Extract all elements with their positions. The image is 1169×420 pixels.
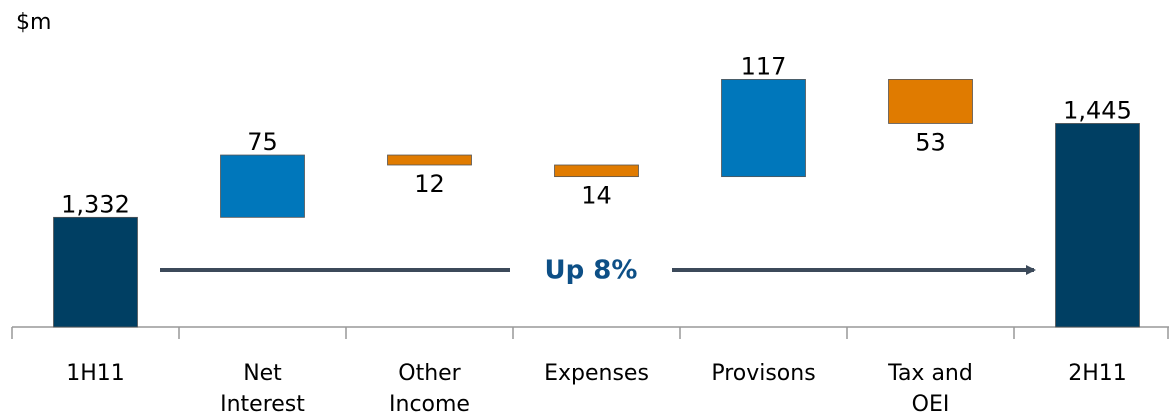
annotation: Up 8%: [545, 256, 638, 286]
x-tick-label: 1H11: [66, 361, 125, 386]
value-label: 1,445: [1063, 96, 1132, 124]
bar: [220, 154, 305, 218]
x-tick-label: Provisons: [711, 361, 816, 386]
value-label: 75: [247, 128, 278, 156]
x-tick-label: Expenses: [544, 361, 649, 386]
unit-label: $m: [16, 10, 52, 35]
value-label: 12: [414, 170, 445, 198]
bar: [387, 154, 472, 166]
value-label: 14: [581, 182, 612, 210]
x-tick-label: 2H11: [1068, 361, 1127, 386]
bar: [1055, 123, 1140, 328]
value-label: 1,332: [61, 190, 130, 218]
bar: [53, 216, 138, 328]
bar: [554, 164, 639, 178]
bar: [888, 79, 973, 124]
value-label: 53: [915, 128, 946, 156]
x-tick-label: Tax and OEI: [888, 361, 973, 417]
x-tick-label: Other Income: [389, 361, 470, 417]
x-tick-label: Net Interest: [220, 361, 305, 417]
value-label: 117: [741, 52, 787, 80]
bar: [721, 79, 806, 178]
